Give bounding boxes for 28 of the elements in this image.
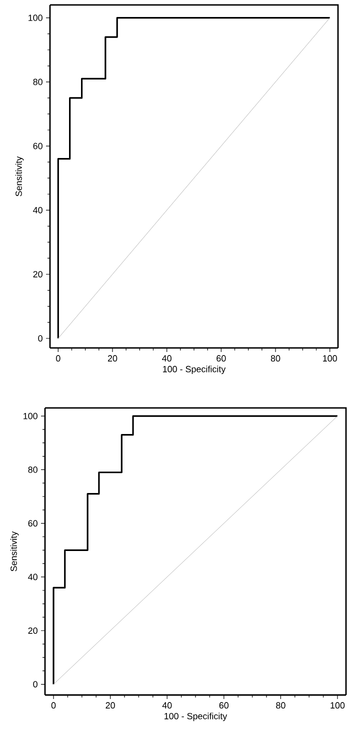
y-tick-label: 80 <box>33 78 42 86</box>
y-tick-label: 20 <box>28 627 38 634</box>
y-tick-label: 40 <box>33 206 42 214</box>
y-tick-label: 0 <box>38 335 42 342</box>
y-tick-label: 80 <box>28 466 38 473</box>
x-tick-label: 0 <box>51 702 56 709</box>
x-tick-label: 20 <box>108 355 118 362</box>
x-tick-label: 100 <box>323 355 337 362</box>
y-axis-title: Sensitivity <box>10 531 19 572</box>
y-tick-label: 100 <box>28 14 42 21</box>
x-tick-label: 0 <box>56 355 60 362</box>
y-tick-label: 60 <box>28 520 38 527</box>
x-tick-label: 80 <box>270 355 280 362</box>
y-tick-label: 100 <box>24 412 38 420</box>
x-tick-label: 40 <box>162 702 172 709</box>
x-tick-label: 60 <box>216 355 226 362</box>
x-axis-title: 100 - Specificity <box>163 366 226 374</box>
x-tick-label: 40 <box>162 355 172 362</box>
y-tick-label: 20 <box>33 271 42 278</box>
y-axis-title: Sensitivity <box>15 156 24 196</box>
x-axis-title: 100 - Specificity <box>164 712 228 722</box>
y-tick-label: 60 <box>33 142 42 150</box>
y-tick-label: 0 <box>33 681 38 688</box>
x-tick-label: 60 <box>219 702 229 709</box>
x-tick-label: 100 <box>330 702 345 709</box>
x-tick-label: 80 <box>276 702 286 709</box>
x-tick-label: 20 <box>106 702 115 709</box>
y-tick-label: 40 <box>28 574 38 580</box>
